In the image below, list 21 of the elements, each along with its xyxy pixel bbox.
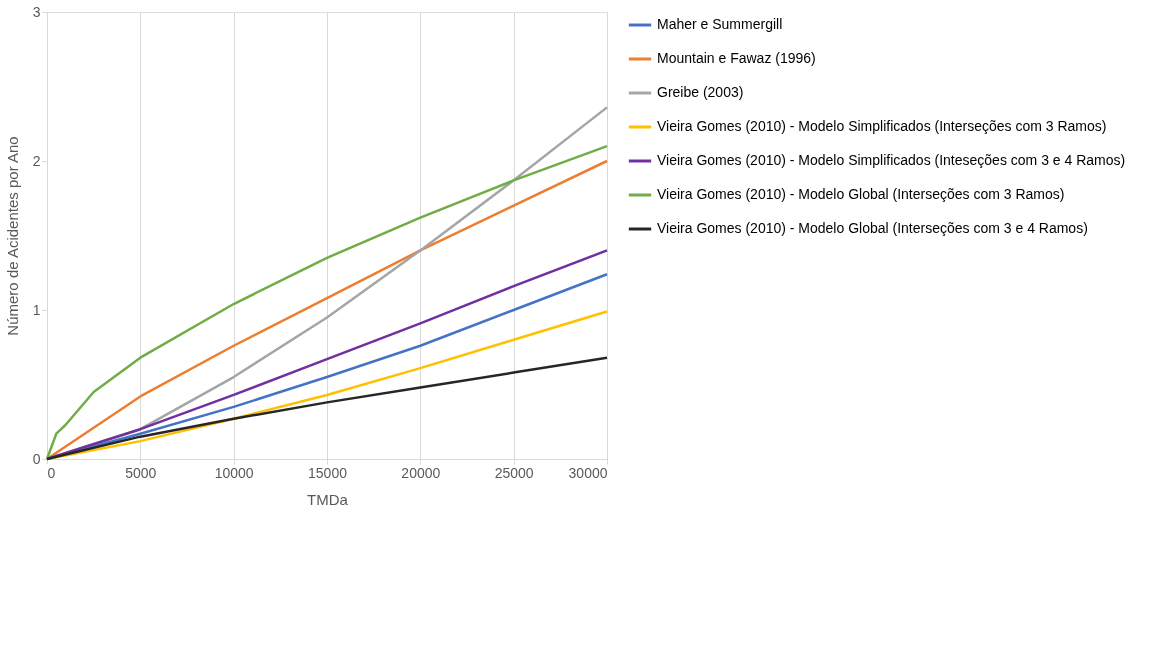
x-tick-label: 20000 [401, 464, 441, 481]
legend-label: Greibe (2003) [657, 84, 744, 100]
legend-label: Vieira Gomes (2010) - Modelo Global (Interseções com 3 e 4 Ramos) [657, 220, 1088, 236]
y-tick-label: 2 [32, 152, 41, 169]
legend-label: Mountain e Fawaz (1996) [657, 50, 816, 66]
legend-label: Vieira Gomes (2010) - Modelo Global (Interseções com 3 Ramos) [657, 186, 1065, 202]
y-axis-title: Número de Acidentes por Ano [3, 136, 21, 336]
x-tick-label: 30000 [568, 464, 608, 481]
line-series [45, 356, 609, 461]
x-tick-label: 5000 [125, 464, 157, 481]
legend-label: Maher e Summergill [657, 16, 783, 32]
x-tick-label: 10000 [214, 464, 254, 481]
y-tick-label: 1 [32, 301, 41, 318]
y-tick-label: 0 [32, 450, 41, 467]
x-tick-label: 0 [47, 464, 56, 481]
legend-label: Vieira Gomes (2010) - Modelo Simplificados (Inteseções com 3 e 4 Ramos) [657, 152, 1126, 168]
x-tick-label: 15000 [308, 464, 348, 481]
y-tick-label: 3 [32, 3, 41, 20]
x-axis-title: TMDa [307, 490, 349, 508]
legend-label: Vieira Gomes (2010) - Modelo Simplificados (Interseções com 3 Ramos) [657, 118, 1107, 134]
x-tick-label: 25000 [494, 464, 534, 481]
